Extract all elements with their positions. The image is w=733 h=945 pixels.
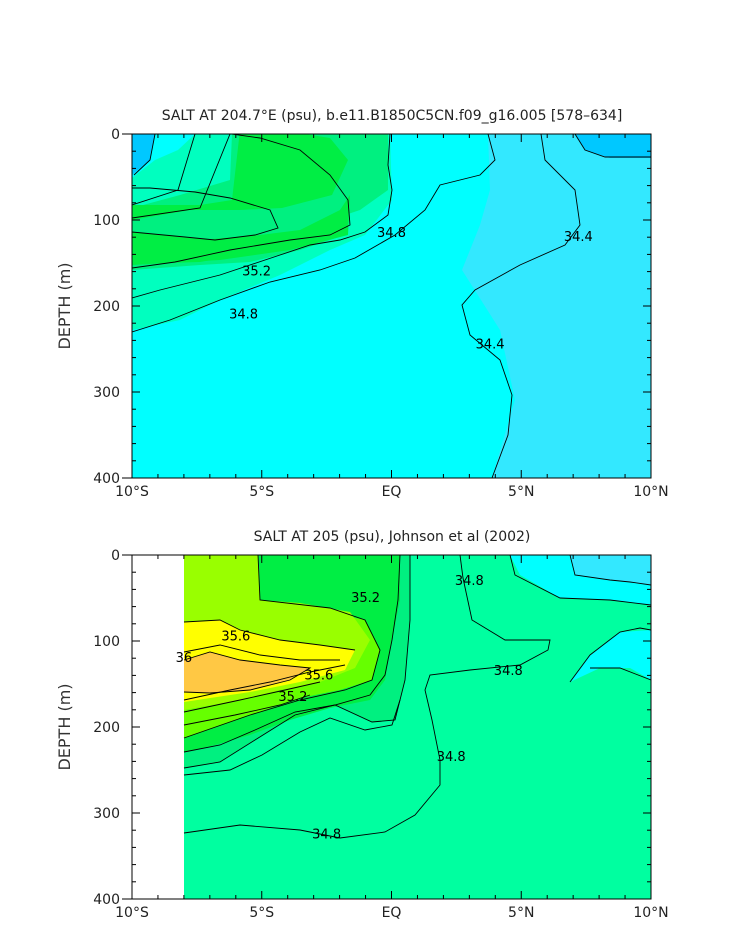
contour-label: 34.8 (437, 750, 466, 765)
contour-label: 34.4 (476, 338, 505, 353)
contour-label: 34.4 (564, 230, 593, 245)
contour-line (183, 699, 401, 776)
contour-label: 35.6 (304, 668, 333, 683)
fill-34.4-east (570, 630, 651, 682)
contour-line (183, 664, 346, 701)
contour-label: 34.8 (312, 828, 341, 843)
contour-line (183, 555, 411, 769)
x-tick-label: 5°S (249, 905, 274, 921)
y-tick-label: 200 (93, 299, 120, 315)
contour-line (183, 651, 312, 694)
x-tick-label: 10°N (633, 905, 668, 921)
contour-line (569, 555, 651, 586)
contour-line (132, 187, 279, 241)
x-tick-label: 10°N (633, 484, 668, 500)
fill-34.4-east (462, 134, 651, 478)
y-tick-label: 300 (93, 385, 120, 401)
y-tick-label: 100 (93, 213, 120, 229)
fill-36.2-core (184, 665, 230, 690)
panel-observed: SALT AT 205 (psu), Johnson et al (2002) (55, 529, 669, 921)
contour-label: 35.2 (351, 591, 380, 606)
fill-34.2-nw (132, 134, 155, 175)
panel-2-fills (184, 555, 651, 899)
contour-line (183, 619, 356, 651)
contour-label: 35.2 (242, 265, 271, 280)
contour-line (132, 134, 196, 206)
y-tick-label: 0 (111, 548, 120, 564)
contour-line (183, 555, 401, 753)
contour-line (133, 134, 156, 176)
y-tick-label: 400 (93, 892, 120, 908)
contour-line (569, 627, 651, 683)
x-tick-label: 10°S (115, 905, 149, 921)
panel-1-title: SALT AT 204.7°E (psu), b.e11.B1850C5CN.f… (162, 108, 623, 124)
panel-1-contours (132, 134, 651, 478)
x-tick-label: 5°N (508, 905, 534, 921)
panel-2-axes: 10°S 5°S EQ 5°N 10°N 0 100 200 300 400 (93, 548, 668, 921)
panel-2-ylabel: DEPTH (m) (55, 683, 74, 770)
panel-2-contour-labels: 35.2 34.8 35.6 36 35.6 35.2 34.8 34.8 34.8 (176, 574, 523, 843)
contour-line (183, 555, 551, 839)
contour-line (183, 694, 311, 726)
fill-34.2-ne (570, 555, 651, 585)
contour-line (461, 134, 581, 478)
contour-line (590, 667, 651, 681)
fill-34.2-ne (575, 134, 651, 158)
contour-line (183, 644, 340, 661)
panel-2-title: SALT AT 205 (psu), Johnson et al (2002) (254, 529, 531, 545)
y-tick-label: 300 (93, 806, 120, 822)
contour-label: 35.2 (278, 690, 307, 705)
x-tick-label: 5°N (508, 484, 534, 500)
contour-label: 34.8 (494, 664, 523, 679)
panel-1-ylabel: DEPTH (m) (55, 262, 74, 349)
contour-label: 36 (176, 651, 193, 666)
y-tick-label: 100 (93, 634, 120, 650)
contour-line (132, 134, 496, 333)
contour-line (132, 134, 351, 269)
fill-35.2 (132, 134, 348, 220)
panel-1-axes: 10°S 5°S EQ 5°N 10°N 0 100 200 300 400 (93, 127, 668, 500)
panel-model: SALT AT 204.7°E (psu), b.e11.B1850C5CN.f… (55, 108, 669, 500)
contour-line (574, 134, 651, 158)
contour-line (183, 681, 321, 713)
panel-1-contour-labels: 34.8 34.4 35.2 34.8 34.4 (229, 226, 593, 353)
x-tick-label: 10°S (115, 484, 149, 500)
x-tick-label: 5°S (249, 484, 274, 500)
contour-line (132, 134, 231, 219)
contour-label: 34.8 (377, 226, 406, 241)
contour-label: 35.6 (221, 630, 250, 645)
contour-line (183, 555, 381, 739)
contour-line (509, 555, 651, 606)
x-tick-label: EQ (382, 484, 402, 500)
contour-label: 34.8 (229, 308, 258, 323)
y-tick-label: 400 (93, 471, 120, 487)
fill-35.4-tongue (132, 232, 272, 264)
contour-label: 34.8 (455, 574, 484, 589)
y-tick-label: 0 (111, 127, 120, 143)
panel-2-contours (183, 555, 651, 839)
y-tick-label: 200 (93, 720, 120, 736)
contour-line (132, 134, 393, 299)
x-tick-label: EQ (382, 905, 402, 921)
